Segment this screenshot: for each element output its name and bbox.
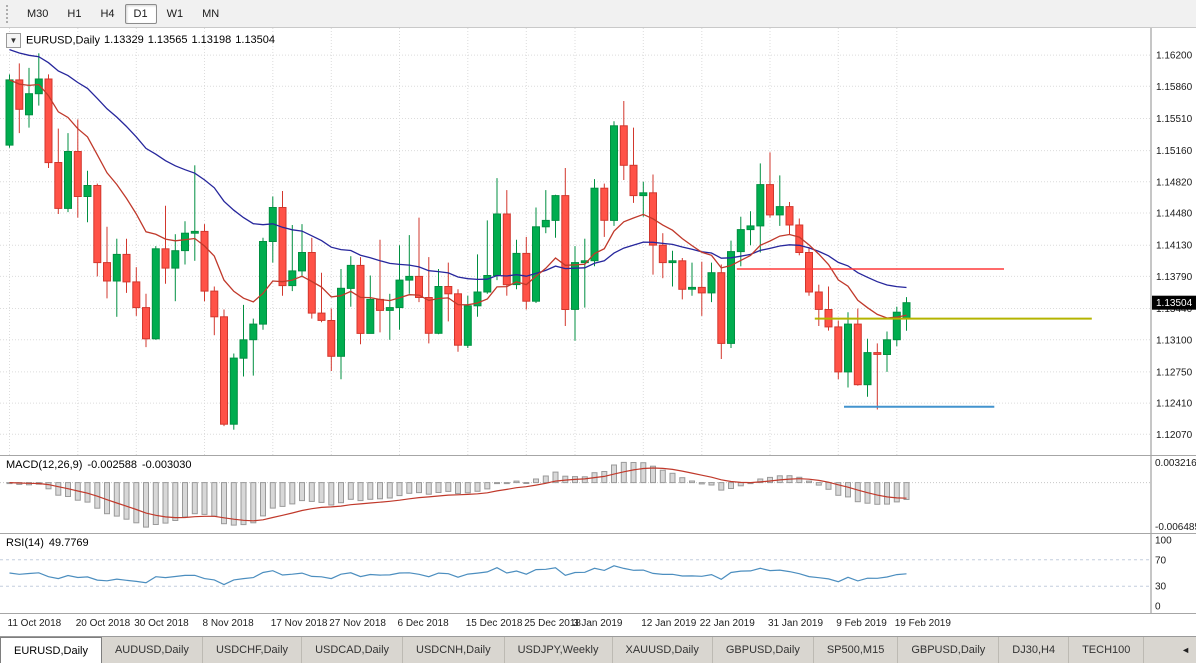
chart-tab-bar: EURUSD,Daily AUDUSD,Daily USDCHF,Daily USDC… [0,636,1196,663]
ohlc-close: 1.13504 [235,34,276,47]
time-axis-label: 9 Feb 2019 [836,618,887,629]
chart-tab-sp500-m15[interactable]: SP500,M15 [814,637,899,663]
svg-text:1.14820: 1.14820 [1156,177,1193,188]
time-axis-label: 8 Nov 2018 [202,618,254,629]
macd-signal-value: -0.003030 [141,459,192,471]
time-axis-label: 12 Jan 2019 [641,618,697,629]
time-axis-label: 19 Feb 2019 [894,618,951,629]
rsi-title: RSI(14) [6,537,44,549]
chart-header: ▼ EURUSD,Daily 1.13329 1.13565 1.13198 1.1350… [6,33,275,48]
svg-text:0: 0 [1155,602,1161,613]
svg-text:1.13504: 1.13504 [1156,298,1193,309]
rsi-indicator-panel[interactable]: 100 70 30 0 [0,533,1196,613]
svg-text:1.14130: 1.14130 [1156,241,1193,252]
svg-text:1.15860: 1.15860 [1156,82,1193,93]
chart-tab-gbpusd-daily[interactable]: GBPUSD,Daily [713,637,814,663]
chart-tabs: EURUSD,Daily AUDUSD,Daily USDCHF,Daily USDC… [0,637,1196,663]
macd-title: MACD(12,26,9) [6,459,83,471]
ohlc-open: 1.13329 [103,34,144,47]
chart-tab-usdcad-daily[interactable]: USDCAD,Daily [302,637,404,663]
timeframe-button-mn[interactable]: MN [202,7,220,20]
tab-scroll-left-icon[interactable]: ◄ [1177,637,1194,663]
main-chart-svg[interactable]: 1.16200 1.15860 1.15510 1.15160 1.14820 1.144… [0,28,1196,455]
svg-text:30: 30 [1155,582,1167,593]
rsi-label: RSI(14) 49.7769 [6,537,94,549]
timeframe-button-m30[interactable]: M30 [27,7,49,20]
time-axis-label: 6 Dec 2018 [397,618,449,629]
chart-dropdown-button[interactable]: ▼ [6,33,21,48]
rsi-value: 49.7769 [48,537,89,549]
macd-signal-line [9,467,907,522]
ohlc-high: 1.13565 [147,34,188,47]
macd-indicator-panel[interactable]: 0.003216 -0.006485 [0,455,1196,533]
svg-text:1.15160: 1.15160 [1156,146,1193,157]
macd-svg[interactable]: 0.003216 -0.006485 [0,456,1196,533]
timeframe-buttons: M30 H1 H4 D1 W1 MN [18,3,229,24]
candles [5,53,911,430]
timeframe-toolbar: M30 H1 H4 D1 W1 MN [0,0,1196,28]
chart-tab-gbpusd-daily[interactable]: GBPUSD,Daily [898,637,1000,663]
svg-text:1.12410: 1.12410 [1156,399,1193,410]
timeframe-button-h4[interactable]: H4 [100,7,115,20]
time-axis-label: 11 Oct 2018 [7,618,62,629]
time-axis-label: 15 Dec 2018 [465,618,523,629]
chart-tab-usdchf-daily[interactable]: USDCHF,Daily [203,637,303,663]
time-axis-label: 30 Oct 2018 [134,618,189,629]
ma-slow-blue [9,48,907,289]
time-axis-label: 31 Jan 2019 [768,618,824,629]
svg-text:0.003216: 0.003216 [1155,458,1196,469]
macd-label: MACD(12,26,9) -0.002588 -0.003030 [6,459,197,471]
svg-text:1.15510: 1.15510 [1156,114,1193,125]
toolbar-grip[interactable] [6,4,11,23]
chart-tab-eurusd-daily[interactable]: EURUSD,Daily [0,637,102,663]
time-axis[interactable]: 11 Oct 2018 20 Oct 2018 30 Oct 2018 8 Nov 2… [0,613,1196,636]
rsi-line [9,565,907,586]
time-axis-label: 20 Oct 2018 [75,618,131,629]
chart-symbol-period: EURUSD,Daily [26,34,100,47]
svg-text:1.14480: 1.14480 [1156,209,1193,220]
macd-main-value: -0.002588 [87,459,137,471]
svg-text:1.13100: 1.13100 [1156,335,1193,346]
current-price-badge: 1.13504 [1152,295,1196,310]
svg-text:1.12070: 1.12070 [1156,430,1193,441]
time-axis-label: 17 Nov 2018 [270,618,328,629]
rsi-svg[interactable]: 100 70 30 0 [0,534,1196,613]
svg-text:1.16200: 1.16200 [1156,51,1193,62]
chart-tab-tech100[interactable]: TECH100 [1069,637,1145,663]
timeframe-button-d1[interactable]: D1 [124,3,157,24]
svg-text:1.12750: 1.12750 [1156,367,1193,378]
price-chart-panel[interactable]: 1.16200 1.15860 1.15510 1.15160 1.14820 1.144… [0,28,1196,455]
ma-fast-red [9,79,907,319]
chart-tab-dj30-h4[interactable]: DJ30,H4 [999,637,1070,663]
svg-text:70: 70 [1155,555,1167,566]
time-axis-label: 3 Jan 2019 [573,618,623,629]
chart-tab-usdjpy-weekly[interactable]: USDJPY,Weekly [505,637,613,663]
time-axis-label: 27 Nov 2018 [329,618,386,629]
svg-text:1.13790: 1.13790 [1156,272,1193,283]
svg-text:100: 100 [1155,536,1172,547]
chart-tab-audusd-daily[interactable]: AUDUSD,Daily [102,637,203,663]
time-axis-label: 25 Dec 2018 [524,618,581,629]
chart-tab-usdcnh-daily[interactable]: USDCNH,Daily [403,637,505,663]
timeframe-button-w1[interactable]: W1 [166,7,184,20]
svg-text:-0.006485: -0.006485 [1155,522,1196,533]
time-axis-label: 22 Jan 2019 [699,618,755,629]
chart-tab-xauusd-daily[interactable]: XAUUSD,Daily [613,637,713,663]
ohlc-low: 1.13198 [191,34,232,47]
timeframe-button-h1[interactable]: H1 [67,7,82,20]
